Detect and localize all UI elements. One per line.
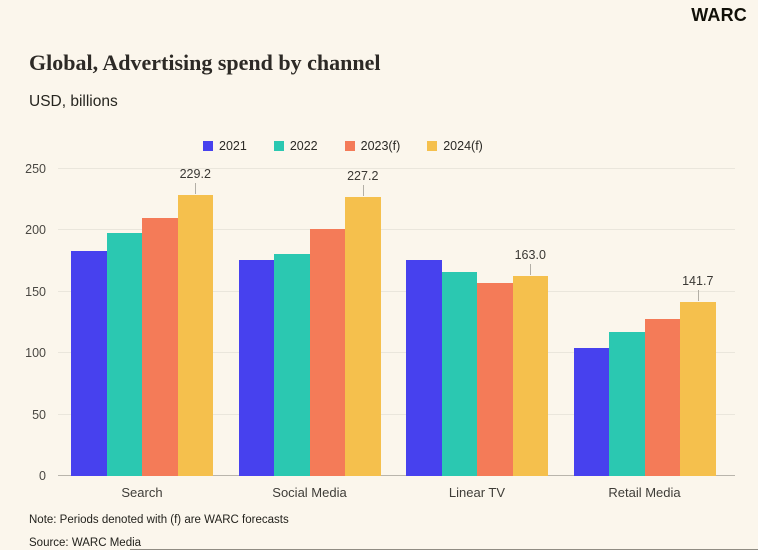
value-label-connector [530, 263, 532, 275]
gridline [58, 413, 735, 415]
legend-item: 2022 [273, 139, 318, 153]
bar-2023f-linear-tv [477, 283, 513, 476]
plot-area: 229.2 227.2 163.0 141.7 [58, 166, 735, 476]
value-label-connector [195, 182, 197, 194]
bar-2022-retail-media [609, 332, 645, 476]
gridline [58, 352, 735, 354]
chart-legend: 2021 2022 2023(f) 2024(f) [203, 139, 483, 153]
gridline [58, 290, 735, 292]
legend-swatch-icon [427, 141, 438, 151]
source-credit: Source: WARC Media [29, 537, 142, 549]
y-axis-tick-label: 50 [32, 407, 46, 422]
x-axis-baseline [58, 475, 735, 476]
gridline [58, 168, 735, 169]
bar-2023f-social-media [309, 229, 345, 476]
x-axis-category-label: Social Media [272, 485, 347, 500]
value-label: 229.2 [179, 166, 211, 181]
value-label: 227.2 [347, 169, 379, 183]
x-axis-category-label: Search [121, 485, 163, 500]
y-axis-tick-label: 150 [25, 284, 46, 299]
bar-2022-linear-tv [441, 272, 477, 476]
legend-label: 2021 [219, 139, 247, 153]
footnote: Note: Periods denoted with (f) are WARC … [29, 514, 289, 526]
bar-2022-social-media [274, 253, 310, 476]
bar-2022-search [106, 232, 142, 476]
y-axis-tick-label: 0 [39, 469, 46, 483]
chart-title: Global, Advertising spend by channel [29, 50, 381, 75]
legend-item: 2024(f) [427, 139, 483, 153]
y-axis-tick-label: 250 [25, 162, 46, 176]
x-axis-category-label: Linear TV [448, 485, 506, 500]
legend-swatch-icon [203, 141, 213, 151]
value-label: 163.0 [514, 247, 546, 262]
legend-swatch-icon [344, 141, 355, 151]
bar-2024f-linear-tv [512, 275, 548, 476]
legend-item: 2023(f) [344, 139, 401, 153]
chart-subtitle: USD, billions [29, 93, 118, 110]
y-axis-tick-label: 100 [25, 346, 46, 361]
legend-swatch-icon [273, 141, 284, 151]
bar-2023f-search [142, 218, 178, 476]
gridline [58, 229, 735, 231]
bar-2021-search [71, 251, 107, 476]
bar-2023f-retail-media [644, 318, 680, 476]
value-label-connector [697, 290, 699, 301]
bar-2024f-search [177, 194, 213, 476]
legend-label: 2024(f) [443, 139, 483, 153]
x-axis-category-label: Retail Media [608, 485, 681, 500]
legend-item: 2021 [203, 139, 247, 153]
y-axis-tick-label: 200 [25, 223, 46, 238]
bar-2021-social-media [238, 259, 274, 476]
bar-2024f-retail-media [680, 302, 716, 476]
bar-2024f-social-media [345, 197, 381, 476]
bar-2021-linear-tv [406, 259, 442, 476]
warc-logo: WARC [691, 5, 747, 25]
bar-2021-retail-media [573, 348, 609, 476]
legend-label: 2022 [289, 139, 318, 153]
legend-label: 2023(f) [360, 139, 401, 153]
value-label: 141.7 [682, 274, 714, 288]
value-label-connector [362, 185, 364, 196]
